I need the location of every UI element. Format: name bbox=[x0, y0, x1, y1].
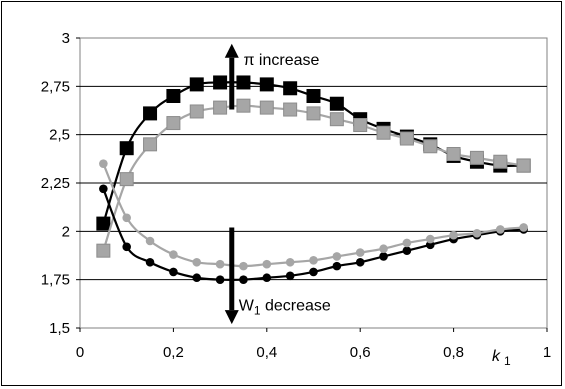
series-4-line bbox=[102, 163, 524, 268]
series-4-point bbox=[215, 259, 225, 269]
series-2-point bbox=[329, 112, 344, 127]
series-2-point bbox=[236, 98, 251, 113]
series-1-point bbox=[96, 216, 111, 231]
arrow-2-head bbox=[224, 310, 239, 325]
series-4-point bbox=[145, 236, 155, 246]
series-2-point bbox=[353, 118, 368, 132]
y-tick-label: 2,75 bbox=[41, 78, 70, 95]
series-3-point bbox=[145, 257, 155, 267]
series-4-point bbox=[262, 259, 272, 269]
series-3-point bbox=[169, 267, 178, 277]
series-1-point bbox=[189, 77, 204, 92]
series-3-point bbox=[262, 273, 272, 283]
series-2-line bbox=[102, 104, 524, 252]
series-2-point bbox=[213, 100, 228, 115]
series-1-point bbox=[119, 141, 134, 156]
series-4-point bbox=[496, 225, 505, 234]
series-2-point bbox=[516, 158, 531, 173]
arrow-1-head bbox=[224, 43, 239, 58]
series-4-point bbox=[402, 238, 412, 248]
series-2-point bbox=[259, 100, 274, 115]
series-3-point bbox=[239, 275, 248, 284]
series-3-point bbox=[332, 261, 342, 271]
series-1-point bbox=[143, 106, 158, 121]
series-4-point bbox=[169, 250, 178, 259]
series-3-point bbox=[99, 184, 108, 194]
y-tick-label: 2,25 bbox=[41, 175, 70, 192]
y-tick-label: 2,5 bbox=[49, 127, 70, 144]
series-4-point bbox=[379, 244, 388, 254]
series-1-point bbox=[213, 75, 228, 90]
series-4-point bbox=[332, 252, 342, 261]
series-2-point bbox=[399, 131, 414, 146]
series-1-point bbox=[329, 96, 344, 111]
series-4-point bbox=[472, 228, 482, 238]
series-1-point bbox=[166, 89, 181, 103]
series-4-point bbox=[449, 230, 458, 240]
series-1-point bbox=[259, 77, 274, 92]
series-3-point bbox=[402, 246, 412, 255]
series-2-point bbox=[423, 139, 438, 154]
x-tick-label: 0,8 bbox=[443, 344, 464, 361]
series-2-point bbox=[376, 125, 391, 140]
series-3-point bbox=[355, 257, 365, 267]
series-4-point bbox=[122, 213, 131, 223]
y-tick-label: 1,5 bbox=[49, 320, 70, 337]
series-3-point bbox=[122, 242, 131, 252]
series-1-point bbox=[283, 81, 298, 96]
series-2-point bbox=[166, 116, 181, 131]
series-3-point bbox=[215, 275, 225, 284]
series-2-point bbox=[119, 172, 134, 187]
x-tick-label: 0 bbox=[76, 344, 84, 361]
x-tick-label: 0,2 bbox=[163, 344, 184, 361]
series-4-point bbox=[285, 257, 295, 267]
series-4-point bbox=[519, 223, 528, 232]
series-4-point bbox=[99, 159, 108, 168]
x-tick-label: 0,6 bbox=[350, 344, 371, 361]
series-1-point bbox=[306, 89, 321, 103]
series-3-point bbox=[285, 271, 295, 281]
series-3-point bbox=[379, 252, 388, 261]
x-tick-label: 1 bbox=[543, 344, 551, 361]
series-2-point bbox=[189, 104, 204, 119]
x-tick-label: 0,4 bbox=[256, 344, 277, 361]
y-tick-label: 1,75 bbox=[41, 272, 70, 289]
annotation-w1-decrease: W1 decrease bbox=[239, 298, 331, 318]
series-2-point bbox=[283, 102, 298, 117]
series-3-point bbox=[192, 273, 202, 283]
series-2-point bbox=[469, 150, 484, 165]
annotation-pi-increase: π increase bbox=[243, 52, 319, 69]
series-4-point bbox=[425, 234, 435, 244]
series-2-point bbox=[306, 106, 321, 121]
series-2-point bbox=[493, 154, 508, 169]
y-tick-label: 3 bbox=[62, 30, 70, 47]
series-1-line bbox=[102, 81, 524, 224]
series-4-point bbox=[192, 257, 202, 267]
y-tick-label: 2 bbox=[62, 223, 70, 240]
series-4-point bbox=[309, 256, 318, 265]
series-2-point bbox=[96, 243, 111, 258]
series-4-point bbox=[239, 261, 248, 271]
series-4-point bbox=[355, 248, 365, 257]
series-2-point bbox=[446, 147, 461, 161]
series-2-point bbox=[143, 137, 158, 152]
series-3-point bbox=[309, 267, 318, 277]
series-1-point bbox=[236, 75, 251, 90]
